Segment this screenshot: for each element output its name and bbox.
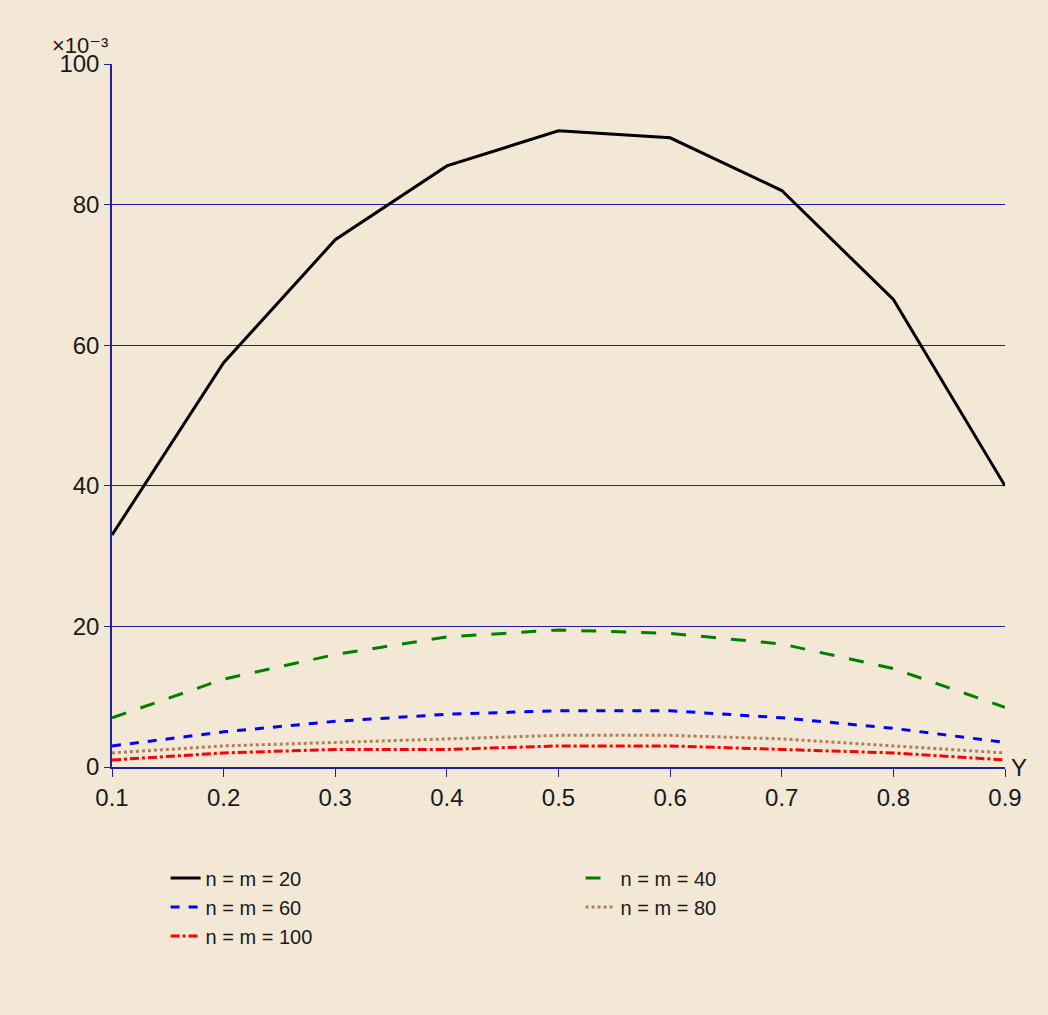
svg-text:0.4: 0.4 — [430, 784, 463, 811]
svg-text:80: 80 — [73, 191, 100, 218]
svg-text:n = m = 60: n = m = 60 — [206, 897, 302, 919]
svg-text:0.5: 0.5 — [542, 784, 575, 811]
svg-text:0.3: 0.3 — [319, 784, 352, 811]
svg-text:0.6: 0.6 — [653, 784, 686, 811]
svg-text:40: 40 — [73, 472, 100, 499]
svg-text:n = m = 80: n = m = 80 — [621, 897, 717, 919]
svg-text:0.9: 0.9 — [988, 784, 1021, 811]
svg-text:0.1: 0.1 — [95, 784, 128, 811]
svg-text:n = m = 20: n = m = 20 — [206, 868, 302, 890]
svg-text:0.2: 0.2 — [207, 784, 240, 811]
svg-text:n = m = 40: n = m = 40 — [621, 868, 717, 890]
svg-text:60: 60 — [73, 332, 100, 359]
svg-text:×10⁻³: ×10⁻³ — [52, 33, 108, 58]
svg-text:Y: Y — [1011, 754, 1027, 781]
svg-text:n = m = 100: n = m = 100 — [206, 926, 313, 948]
svg-text:100: 100 — [59, 50, 99, 77]
svg-text:0: 0 — [86, 753, 99, 780]
svg-text:0.8: 0.8 — [877, 784, 910, 811]
svg-text:20: 20 — [73, 613, 100, 640]
svg-text:0.7: 0.7 — [765, 784, 798, 811]
